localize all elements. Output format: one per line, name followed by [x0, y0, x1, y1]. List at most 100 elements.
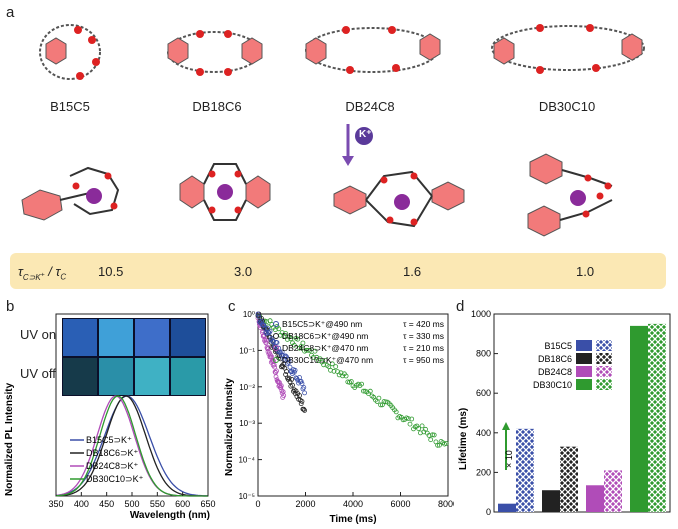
- molecule-label: DB30C10: [538, 99, 596, 114]
- molecule-label: B15C5: [50, 99, 90, 114]
- legend-entry: DB24C8⊃K⁺: [86, 461, 139, 471]
- x-tick-label: 450: [99, 499, 114, 509]
- complexation-arrow: [342, 124, 373, 166]
- y-tick-label: 0: [486, 507, 491, 517]
- panel-b-letter: b: [6, 298, 15, 315]
- molecule-label: DB18C6: [192, 99, 242, 114]
- legend-entry: DB18C6⊃K⁺@490 nm: [282, 331, 368, 341]
- y-tick-label: 10⁻⁵: [239, 492, 255, 501]
- x-tick-label: 8000: [438, 499, 454, 509]
- chart-c-xlabel: Time (ms): [329, 514, 376, 525]
- bar-hatch: [516, 428, 534, 512]
- legend-entry: DB24C8⊃K⁺@470 nm: [282, 343, 368, 353]
- decay-point: [312, 348, 318, 354]
- decay-point: [271, 362, 277, 368]
- decay-point: [331, 368, 337, 374]
- decay-point: [291, 342, 297, 348]
- decay-point: [307, 348, 313, 353]
- decay-point: [348, 379, 354, 384]
- decay-point: [310, 355, 316, 360]
- decay-point: [272, 369, 278, 375]
- decay-point: [265, 346, 270, 352]
- db30c10-structure: [491, 24, 645, 74]
- decay-point: [273, 374, 279, 380]
- y-tick-label: 10⁻⁴: [238, 456, 255, 465]
- decay-point: [292, 367, 298, 373]
- decay-point: [409, 416, 415, 422]
- decay-point: [360, 388, 366, 394]
- panel-d-letter: d: [456, 298, 465, 315]
- chart-d-lifetime: 0 200 400 600 800 1000 B15C5 DB18C6 DB24C8 DB…: [458, 309, 671, 517]
- lifetime-bar: [630, 325, 648, 512]
- decay-point: [285, 357, 291, 362]
- panel-a-structures: [21, 24, 645, 237]
- x10-arrow: × 10: [502, 422, 514, 470]
- decay-point: [283, 331, 288, 336]
- decay-point: [272, 364, 277, 370]
- lifetime-bar: [498, 503, 516, 512]
- y-tick-label: 10⁻³: [239, 419, 255, 428]
- decay-point: [276, 326, 282, 332]
- y-tick-label: 400: [476, 428, 491, 438]
- decay-point: [416, 426, 422, 431]
- panel-c-letter: c: [228, 298, 236, 315]
- decay-point: [298, 379, 304, 384]
- x-tick-label: 550: [150, 499, 165, 509]
- ratio-value: 1.6: [403, 264, 422, 279]
- chart-c-legend: B15C5⊃K⁺@490 nm DB18C6⊃K⁺@490 nm DB24C8⊃…: [273, 319, 444, 365]
- panel-a-letter: a: [6, 4, 15, 21]
- lifetime-bar: [586, 485, 604, 512]
- decay-point: [287, 364, 293, 370]
- uv-on-label: UV on: [20, 327, 57, 342]
- bar-hatch: [604, 470, 622, 512]
- db24c8-k-complex: [333, 170, 465, 228]
- b15c5-k-complex: [21, 166, 120, 221]
- decay-point: [367, 388, 373, 394]
- decay-point: [261, 322, 267, 328]
- decay-point: [378, 402, 384, 408]
- legend-entry: DB30C10⊃K⁺@470 nm: [282, 355, 373, 365]
- chart-b-ylabel: Normalized PL Intensity: [4, 382, 15, 496]
- chart-d-frame: [493, 313, 671, 513]
- tau-value: τ = 330 ms: [403, 331, 444, 341]
- x-tick-label: 0: [255, 499, 260, 509]
- legend-entry: B15C5: [544, 341, 572, 351]
- decay-point: [279, 388, 285, 394]
- y-tick-label: 600: [476, 388, 491, 398]
- decay-point: [326, 364, 332, 369]
- legend-entry: DB18C6: [538, 354, 572, 364]
- decay-point: [267, 318, 273, 324]
- decay-point: [405, 416, 411, 421]
- decay-point: [333, 364, 339, 369]
- decay-point: [299, 381, 305, 386]
- chart-d-legend: B15C5 DB18C6 DB24C8 DB30C10: [533, 340, 612, 390]
- ratio-value: 1.0: [576, 264, 595, 279]
- x-tick-label: 500: [124, 499, 139, 509]
- decay-point: [359, 381, 365, 387]
- y-tick-label: 10⁻²: [239, 383, 255, 392]
- decay-point: [430, 432, 435, 438]
- decay-point: [423, 426, 428, 432]
- decay-point: [283, 353, 288, 359]
- uv-off-label: UV off: [20, 366, 56, 381]
- chart-d-ylabel: Lifetime (ms): [458, 408, 469, 470]
- decay-point: [305, 347, 311, 353]
- x-tick-label: 4000: [343, 499, 363, 509]
- decay-point: [281, 393, 287, 398]
- decay-point: [302, 408, 307, 413]
- db18c6-structure: [167, 30, 263, 76]
- chart-c-decay: 10⁰ 10⁻¹ 10⁻² 10⁻³ 10⁻⁴ 10⁻⁵ 0 2000 4000 6000 800…: [224, 310, 454, 525]
- legend-entry: DB18C6⊃K⁺: [86, 448, 139, 458]
- decay-point: [343, 373, 349, 379]
- decay-point: [435, 442, 441, 448]
- chart-b-pl-spectra: 350 400 450 500 550 600 650 B15C5⊃K⁺ DB18C6⊃K⁺…: [4, 313, 216, 521]
- decay-point: [288, 336, 294, 342]
- x-tick-label: 6000: [390, 499, 410, 509]
- decay-point: [428, 437, 434, 443]
- y-tick-label: 800: [476, 349, 491, 359]
- decay-point: [376, 395, 382, 401]
- legend-entry: B15C5⊃K⁺: [86, 435, 132, 445]
- b15c5-structure: [39, 24, 101, 80]
- y-tick-label: 10⁰: [243, 310, 255, 319]
- uv-photos: [62, 318, 206, 396]
